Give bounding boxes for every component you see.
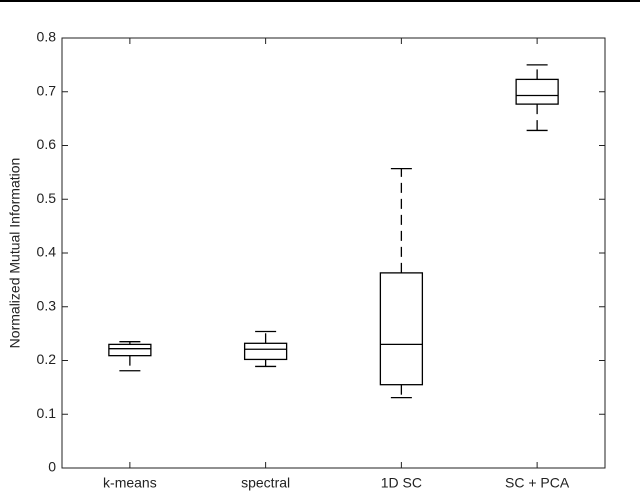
y-tick-label: 0.7 xyxy=(37,82,57,98)
y-tick-label: 0.2 xyxy=(37,351,57,367)
y-tick-label: 0.4 xyxy=(37,244,57,260)
x-tick-label: 1D SC xyxy=(381,475,422,491)
y-tick-label: 0.1 xyxy=(37,405,57,421)
box xyxy=(108,343,152,357)
x-tick-label: k-means xyxy=(103,475,157,491)
box xyxy=(379,272,424,386)
y-tick-label: 0 xyxy=(48,459,56,475)
x-tick-label: spectral xyxy=(241,475,290,491)
box xyxy=(515,78,559,105)
y-tick-label: 0.6 xyxy=(37,136,57,152)
y-tick-label: 0.8 xyxy=(37,29,57,45)
box xyxy=(243,342,288,361)
y-tick-label: 0.5 xyxy=(37,190,57,206)
y-axis-label: Normalized Mutual Information xyxy=(7,158,23,349)
plot-frame xyxy=(61,37,606,469)
x-tick-label: SC + PCA xyxy=(505,475,570,491)
y-tick-label: 0.3 xyxy=(37,297,57,313)
